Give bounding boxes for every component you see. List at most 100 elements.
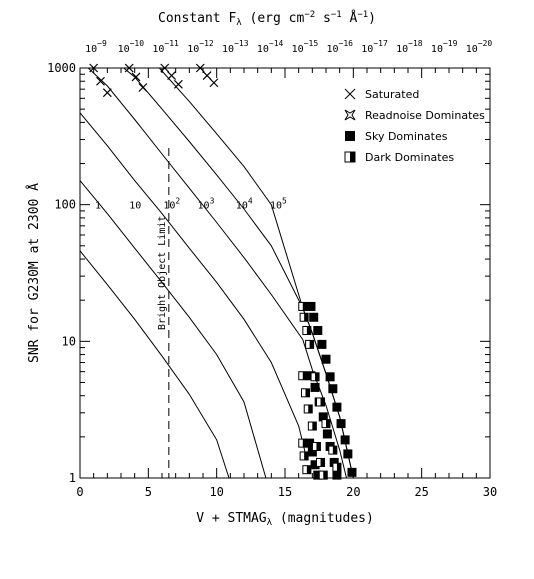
y-tick-label: 100 — [54, 198, 76, 212]
top-axis-label: 10−11 — [152, 39, 179, 55]
y-tick-label: 1 — [69, 471, 76, 485]
x-tick-label: 0 — [76, 485, 83, 499]
sky-dominates-marker — [343, 449, 353, 459]
dark-dominates-marker — [311, 442, 321, 452]
dark-dominates-marker — [299, 312, 309, 322]
top-axis-label: 10−20 — [466, 39, 493, 55]
x-tick-label: 10 — [209, 485, 223, 499]
saturated-marker — [167, 71, 176, 81]
y-tick-label: 1000 — [47, 61, 76, 75]
legend-item-filled-square: Sky Dominates — [345, 130, 448, 143]
top-axis-label: 10−13 — [222, 39, 249, 55]
dark-dominates-marker — [305, 339, 315, 349]
top-axis-label: 10−10 — [118, 39, 145, 55]
sky-dominates-marker — [347, 467, 357, 477]
dark-dominates-marker — [307, 421, 317, 431]
sky-dominates-marker — [309, 312, 319, 322]
saturated-marker — [209, 78, 219, 88]
sky-dominates-marker — [313, 326, 323, 336]
series-line-1 — [79, 250, 230, 479]
filled-square-icon — [345, 131, 355, 141]
dark-dominates-marker — [332, 462, 342, 472]
bright-object-limit: Bright Object Limit — [157, 148, 170, 478]
sky-dominates-marker — [332, 402, 342, 412]
dark-dominates-marker — [328, 445, 338, 455]
top-axis-title: Constant Fλ (erg cm−2 s−1 Å−1) — [158, 10, 376, 28]
dark-dominates-marker — [303, 404, 313, 414]
x-tick-label: 25 — [414, 485, 428, 499]
saturated-marker — [89, 63, 99, 73]
sky-dominates-marker — [321, 354, 331, 364]
sky-dominates-marker — [328, 384, 338, 394]
top-axis-label: 10−9 — [85, 39, 107, 55]
half-square-fill — [350, 152, 355, 162]
series-label-1: 1 — [95, 201, 101, 212]
dark-dominates-marker — [321, 419, 331, 429]
series-line-4 — [87, 67, 347, 479]
series-label-2: 10 — [129, 201, 141, 212]
axis-titles: V + STMAGλ (magnitudes) SNR for G230M at … — [26, 183, 374, 528]
sky-dominates-marker — [317, 339, 327, 349]
legend-label: Sky Dominates — [365, 130, 448, 143]
x-tick-label: 30 — [483, 485, 497, 499]
dark-dominates-marker — [310, 372, 320, 382]
saturated-marker — [131, 72, 141, 82]
saturated-marker — [173, 79, 183, 89]
dark-dominates-marker — [298, 301, 308, 311]
dark-dominates-marker — [302, 326, 312, 336]
y-tick-label: 10 — [62, 334, 76, 348]
saturated-marker — [160, 63, 170, 73]
star-icon — [344, 109, 356, 121]
top-axis-label: 10−15 — [292, 39, 319, 55]
x-tick-label: 15 — [278, 485, 292, 499]
sky-dominates-marker — [332, 470, 342, 480]
saturated-marker — [138, 83, 148, 92]
x-tick-label: 20 — [346, 485, 360, 499]
series-label-4: 103 — [198, 197, 215, 212]
dark-dominates-marker — [298, 371, 308, 381]
legend-label: Readnoise Dominates — [365, 109, 485, 122]
y-axis: 1 10 100 1000 — [47, 61, 490, 485]
sky-dominates-marker — [340, 435, 350, 445]
series-line-3 — [79, 112, 306, 455]
y-axis-title: SNR for G230M at 2300 Å — [26, 183, 42, 363]
bright-object-limit-label: Bright Object Limit — [157, 216, 168, 330]
markers — [89, 63, 357, 480]
series-labels: 1 10 102 103 104 105 — [95, 197, 287, 212]
saturated-marker — [195, 63, 205, 73]
x-axis-title: V + STMAGλ (magnitudes) — [196, 511, 374, 528]
legend-label: Saturated — [365, 88, 419, 101]
dark-dominates-marker — [299, 451, 309, 461]
sky-dominates-marker — [310, 382, 320, 392]
dark-dominates-marker — [316, 397, 326, 407]
series-lines — [79, 67, 354, 479]
dark-dominates-marker — [302, 465, 312, 475]
legend-item-half-square: Dark Dominates — [344, 151, 454, 164]
top-axis-label: 10−19 — [431, 39, 458, 55]
series-line-6 — [158, 67, 354, 479]
legend-label: Dark Dominates — [365, 151, 454, 164]
legend-item-star: Readnoise Dominates — [344, 109, 485, 122]
legend: Saturated Readnoise Dominates Sky Dominate… — [344, 88, 485, 164]
x-tick-label: 5 — [145, 485, 152, 499]
dark-dominates-marker — [316, 457, 326, 467]
series-label-5: 104 — [236, 197, 253, 212]
x-axis: 0 5 10 15 20 25 30 — [76, 68, 497, 499]
saturated-marker — [96, 76, 105, 86]
series-label-6: 105 — [270, 197, 287, 212]
sky-dominates-marker — [336, 419, 346, 429]
series-line-2 — [79, 180, 267, 479]
top-axis-label: 10−14 — [257, 39, 284, 55]
sky-dominates-marker — [306, 301, 316, 311]
dark-dominates-marker — [301, 388, 310, 398]
top-axis-labels: 10−9 10−10 10−11 10−12 10−13 10−14 10−15 10−16 1… — [85, 39, 492, 55]
series-label-3: 102 — [163, 197, 180, 212]
top-axis-label: 10−16 — [326, 39, 353, 55]
saturated-marker — [124, 63, 134, 73]
dark-dominates-marker — [298, 438, 308, 448]
saturated-marker — [102, 88, 112, 98]
saturated-marker — [202, 71, 212, 81]
top-axis-label: 10−17 — [361, 39, 388, 55]
sky-dominates-marker — [325, 372, 335, 382]
